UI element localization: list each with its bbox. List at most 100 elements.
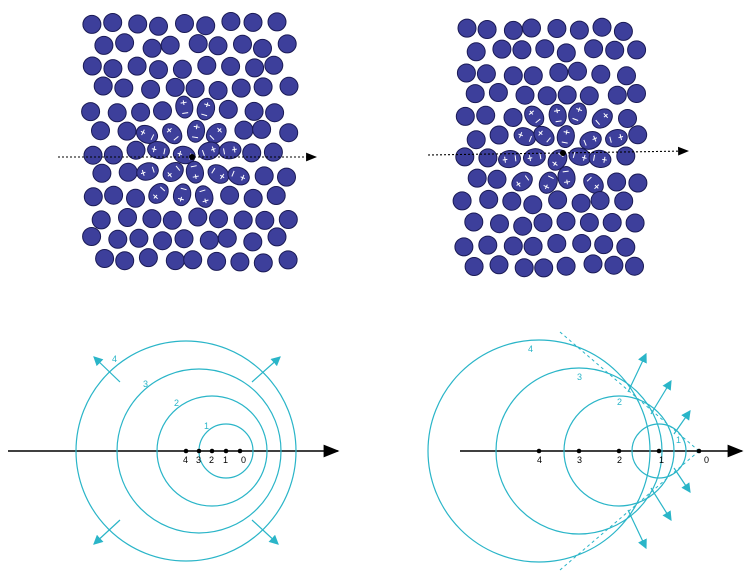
polarized-atom xyxy=(148,182,169,204)
wavefront-circle-2 xyxy=(563,395,675,507)
atom xyxy=(503,20,523,40)
atom xyxy=(141,79,161,99)
cone-normal-arrow xyxy=(673,467,691,493)
atom xyxy=(618,109,637,128)
atom xyxy=(217,228,237,248)
atom xyxy=(234,120,254,140)
atom xyxy=(594,235,614,255)
atom xyxy=(253,253,273,273)
plus-mark xyxy=(152,194,158,200)
atom-body xyxy=(205,122,227,144)
atom xyxy=(579,86,599,106)
atom xyxy=(160,35,180,55)
atom-body xyxy=(136,162,159,181)
atom xyxy=(104,185,124,205)
circle-label: 1 xyxy=(204,421,209,431)
atom xyxy=(583,254,603,274)
plus-mark xyxy=(519,131,523,138)
atom xyxy=(455,147,475,167)
cone-normal-arrow xyxy=(650,487,672,522)
atom xyxy=(208,81,228,100)
position-point xyxy=(237,448,243,454)
atom xyxy=(172,59,192,79)
plus-mark xyxy=(603,156,606,163)
atom xyxy=(233,210,253,230)
atom xyxy=(476,64,496,84)
atom xyxy=(243,232,263,252)
atom xyxy=(590,191,610,210)
atom xyxy=(82,227,102,246)
plus-mark xyxy=(594,184,600,190)
atom-body xyxy=(162,161,184,183)
minus-mark xyxy=(535,118,541,124)
minus-mark xyxy=(231,170,235,177)
polarized-atom xyxy=(591,108,613,129)
atom xyxy=(548,190,568,210)
plus-mark xyxy=(504,156,506,163)
polarized-atom xyxy=(186,119,206,143)
atom xyxy=(503,236,523,256)
cone-normal-arrow xyxy=(650,379,672,415)
circle-label: 2 xyxy=(617,397,622,407)
atom xyxy=(455,106,475,126)
atom xyxy=(488,83,508,102)
atom xyxy=(142,209,162,229)
atom-body xyxy=(227,166,250,186)
atom-body xyxy=(147,140,170,160)
plus-mark xyxy=(241,174,245,181)
point-label: 1 xyxy=(223,455,228,465)
minus-mark xyxy=(201,113,208,117)
atom xyxy=(556,256,576,276)
atom xyxy=(128,14,148,34)
plus-mark xyxy=(564,181,571,183)
minus-mark xyxy=(211,167,216,174)
atom xyxy=(266,186,286,205)
atom xyxy=(584,39,604,59)
plus-mark xyxy=(563,131,570,134)
atom xyxy=(547,19,567,38)
atom-body xyxy=(579,130,602,150)
atom xyxy=(279,123,299,143)
minus-mark xyxy=(151,166,155,173)
atom xyxy=(142,38,162,58)
atom xyxy=(625,213,645,233)
minus-mark xyxy=(593,154,596,161)
shock-cone-line xyxy=(559,331,700,452)
atom xyxy=(592,17,612,37)
atom xyxy=(209,209,228,229)
atom xyxy=(117,121,137,141)
atom xyxy=(115,33,135,53)
atom xyxy=(82,56,102,76)
position-point xyxy=(209,448,215,454)
position-point xyxy=(656,448,662,454)
atom xyxy=(103,13,123,32)
atom xyxy=(95,249,115,268)
minus-mark xyxy=(546,137,551,143)
atom-body xyxy=(185,160,205,184)
cone-normal-arrow xyxy=(627,352,647,393)
atom xyxy=(513,216,533,236)
position-point xyxy=(696,448,702,454)
plus-mark xyxy=(516,181,521,187)
atom xyxy=(197,55,217,75)
atom xyxy=(243,12,263,32)
atom xyxy=(537,86,557,106)
atom xyxy=(278,210,298,229)
plus-mark xyxy=(554,109,561,112)
atom xyxy=(126,188,145,208)
atom xyxy=(185,79,205,98)
polarized-atom xyxy=(162,161,184,183)
minus-mark xyxy=(583,139,587,146)
atom xyxy=(183,250,203,270)
plus-mark xyxy=(593,135,597,142)
polarized-atom xyxy=(218,141,242,160)
atom xyxy=(628,173,648,193)
atom xyxy=(103,59,123,79)
atom xyxy=(569,20,589,40)
minus-mark xyxy=(223,148,226,155)
atom-body xyxy=(186,119,206,143)
atom-body xyxy=(218,141,242,160)
atom xyxy=(489,255,509,275)
atom xyxy=(118,208,137,227)
